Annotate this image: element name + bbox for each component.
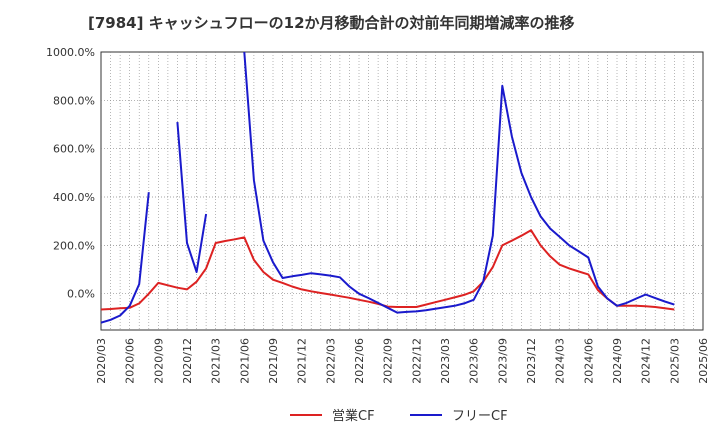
x-tick-label: 2022/12	[410, 338, 423, 384]
x-tick-label: 2024/06	[582, 338, 595, 384]
x-tick-label: 2022/06	[353, 338, 366, 384]
x-tick-label: 2024/12	[640, 338, 653, 384]
x-tick-label: 2020/03	[95, 338, 108, 384]
x-tick-label: 2020/09	[152, 338, 165, 384]
y-tick-label: 800.0%	[53, 94, 95, 107]
legend-label: フリーCF	[452, 409, 508, 424]
x-tick-label: 2025/06	[697, 338, 710, 384]
series-line-segment	[101, 229, 675, 311]
x-tick-label: 2023/09	[496, 338, 509, 384]
y-axis-ticks: 0.0% 200.0% 400.0% 600.0% 800.0% 1000.0%	[46, 46, 95, 301]
series-line-segment	[101, 192, 150, 324]
plot-area	[100, 51, 704, 331]
chart-title: [7984] キャッシュフローの12か月移動合計の対前年同期増減率の推移	[88, 14, 575, 32]
y-tick-label: 1000.0%	[46, 46, 95, 59]
x-tick-label: 2022/09	[382, 338, 395, 384]
y-tick-label: 0.0%	[67, 288, 95, 301]
y-tick-label: 200.0%	[53, 239, 95, 252]
x-tick-label: 2022/03	[324, 338, 337, 384]
x-tick-label: 2023/12	[525, 338, 538, 384]
x-tick-label: 2024/09	[611, 338, 624, 384]
x-tick-label: 2021/09	[267, 338, 280, 384]
x-tick-label: 2020/06	[124, 338, 137, 384]
x-tick-label: 2025/03	[668, 338, 681, 384]
grid-lines	[101, 52, 703, 330]
x-tick-label: 2023/06	[468, 338, 481, 384]
legend-label: 営業CF	[332, 408, 375, 424]
y-tick-label: 600.0%	[53, 143, 95, 156]
y-tick-label: 400.0%	[53, 191, 95, 204]
series-line-segment	[176, 122, 208, 273]
x-tick-label: 2021/06	[238, 338, 251, 384]
series-lines	[101, 52, 675, 324]
x-tick-label: 2020/12	[181, 338, 194, 384]
series-line-segment	[243, 52, 675, 314]
x-tick-label: 2024/03	[554, 338, 567, 384]
x-tick-label: 2021/12	[296, 338, 309, 384]
x-tick-label: 2021/03	[210, 338, 223, 384]
legend: 営業CF フリーCF	[290, 408, 508, 424]
x-axis-ticks: 2020/03 2020/06 2020/09 2020/12 2021/03 2021/…	[95, 338, 710, 384]
x-tick-label: 2023/03	[439, 338, 452, 384]
